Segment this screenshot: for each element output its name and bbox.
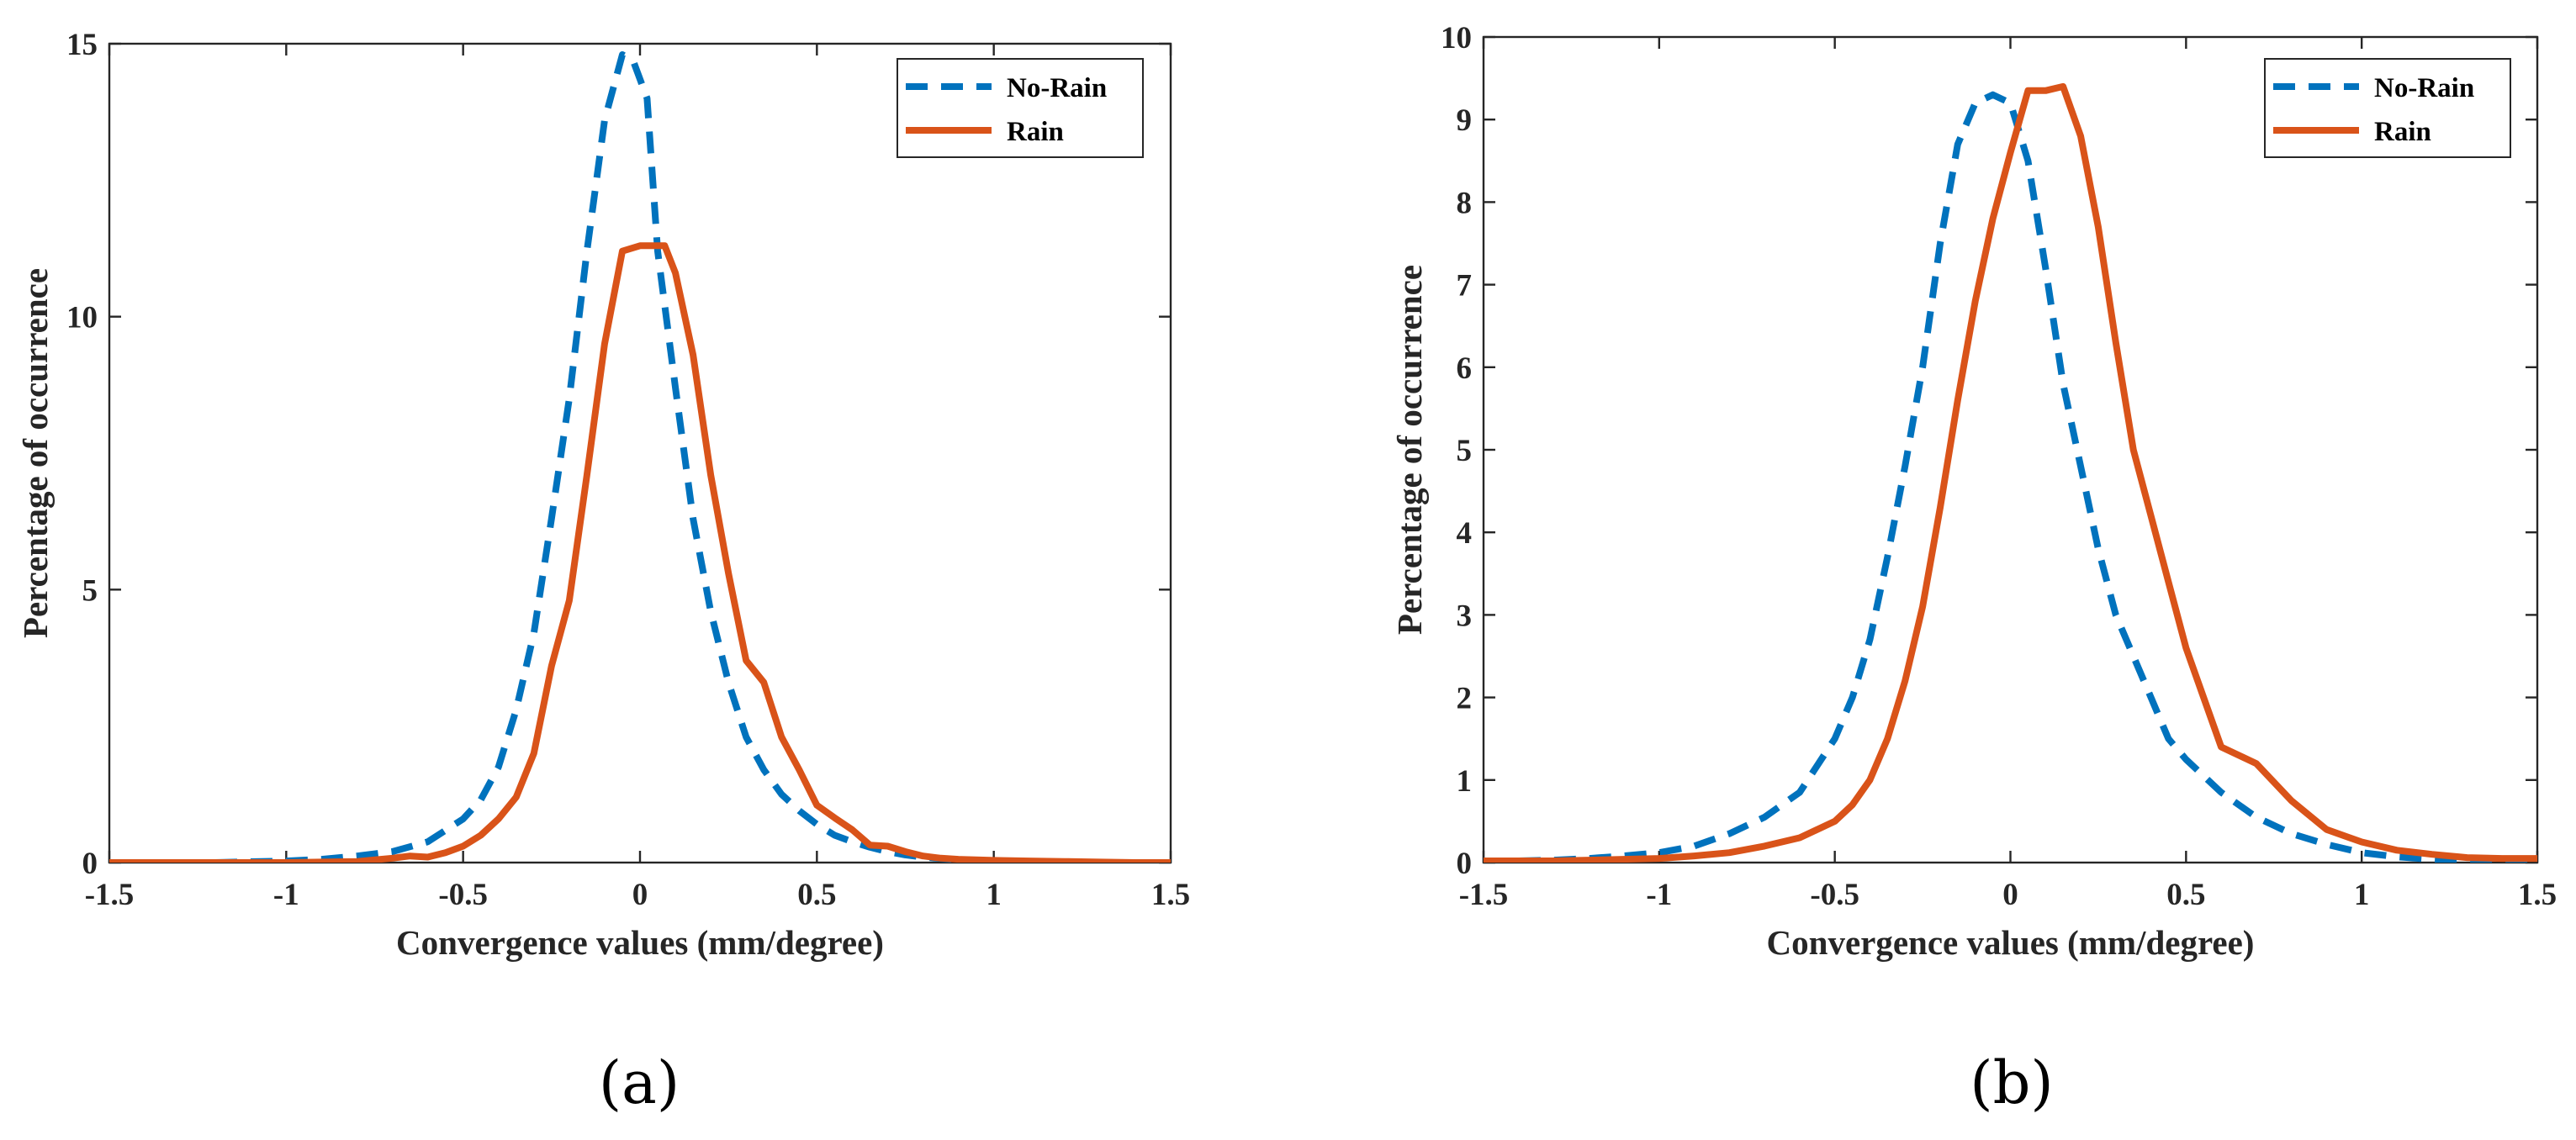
legend: No-Rain Rain bbox=[2264, 58, 2511, 158]
x-tick-label: -1 bbox=[273, 878, 299, 912]
x-tick-label: 1 bbox=[2354, 878, 2370, 912]
series-line-no-rain bbox=[109, 51, 1171, 863]
x-tick-label: -0.5 bbox=[438, 878, 488, 912]
x-tick-label: -1.5 bbox=[85, 878, 135, 912]
x-tick-label: 0 bbox=[2002, 878, 2018, 912]
y-tick-label: 4 bbox=[1457, 516, 1473, 551]
y-tick-label: 6 bbox=[1457, 351, 1473, 386]
x-tick-label: -0.5 bbox=[1810, 878, 1859, 912]
legend-box bbox=[897, 58, 1144, 158]
legend-label: Rain bbox=[2374, 117, 2431, 147]
legend: No-Rain Rain bbox=[897, 58, 1144, 158]
y-tick-label: 10 bbox=[1441, 21, 1472, 55]
panel-label-b: (b) bbox=[1970, 1048, 2053, 1117]
x-tick-label: 0 bbox=[632, 878, 648, 912]
y-tick-label: 1 bbox=[1457, 764, 1473, 799]
y-tick-label: 9 bbox=[1457, 103, 1473, 138]
series-line-rain bbox=[1484, 82, 2537, 863]
x-tick-label: 1 bbox=[986, 878, 1002, 912]
series-line-no-rain bbox=[1484, 91, 2537, 863]
y-axis-title: Percentage of occurrence bbox=[16, 268, 55, 638]
y-tick-label: 5 bbox=[1457, 434, 1473, 468]
axes-box bbox=[108, 42, 1172, 864]
y-tick-label: 8 bbox=[1457, 186, 1473, 220]
y-tick-label: 0 bbox=[1457, 847, 1473, 881]
legend-box bbox=[2264, 58, 2511, 158]
y-tick-label: 5 bbox=[82, 573, 98, 608]
legend-label: Rain bbox=[1007, 117, 1064, 147]
x-axis-title: Convergence values (mm/degree) bbox=[396, 923, 884, 962]
y-tick-label: 15 bbox=[66, 28, 98, 62]
chart-panel-a: -1.5 -1 -0.5 0 0.5 1 1.5 0 5 10 15 Convergence valu… bbox=[16, 28, 1190, 962]
chart-panel-b: -1.5 -1 -0.5 0 0.5 1 1.5 0 1 2 3 4 5 6 7 8 9 10 Convergenc… bbox=[1390, 21, 2557, 962]
x-tick-label: 0.5 bbox=[797, 878, 836, 912]
y-tick-label: 7 bbox=[1457, 269, 1473, 303]
y-tick-label: 2 bbox=[1457, 682, 1473, 716]
x-tick-label: 1.5 bbox=[2518, 878, 2557, 912]
x-tick-label: 0.5 bbox=[2166, 878, 2205, 912]
y-axis-title: Percentage of occurrence bbox=[1390, 265, 1429, 635]
x-tick-label: 1.5 bbox=[1151, 878, 1190, 912]
y-tick-label: 0 bbox=[82, 847, 98, 881]
series-line-rain bbox=[109, 242, 1171, 863]
series-group bbox=[109, 51, 1171, 863]
y-tick-label: 3 bbox=[1457, 599, 1473, 633]
y-tick-label: 10 bbox=[66, 301, 98, 335]
panel-label-a: (a) bbox=[599, 1048, 680, 1117]
x-axis-title: Convergence values (mm/degree) bbox=[1767, 923, 2255, 962]
x-tick-label: -1.5 bbox=[1459, 878, 1509, 912]
legend-label: No-Rain bbox=[1007, 73, 1107, 103]
series-group bbox=[1484, 82, 2537, 863]
x-tick-label: -1 bbox=[1646, 878, 1672, 912]
legend-label: No-Rain bbox=[2374, 73, 2474, 103]
